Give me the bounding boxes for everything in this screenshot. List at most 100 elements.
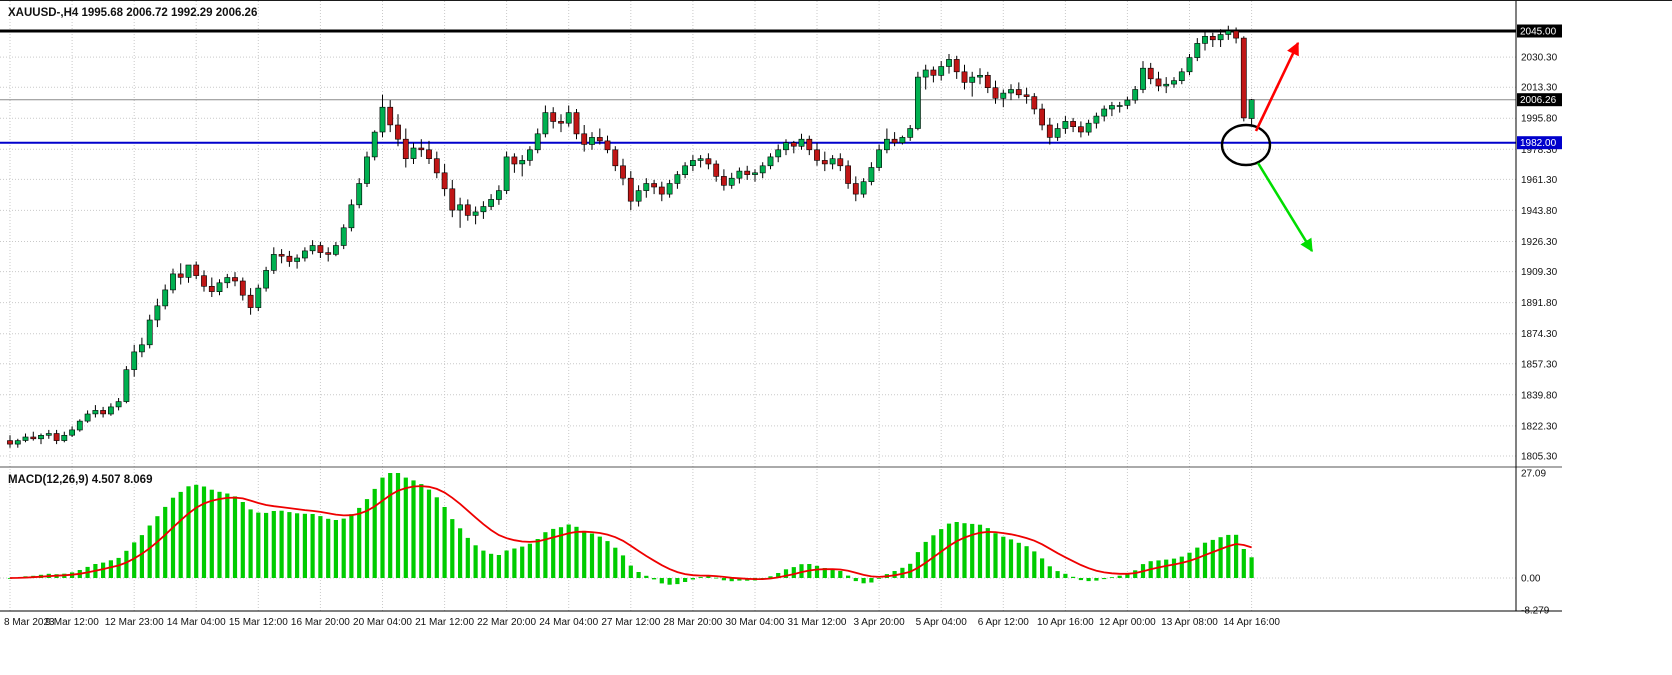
candle-body	[14, 440, 21, 445]
candle-body	[154, 305, 161, 321]
time-axis-label[interactable]: 14 Apr 16:00	[1223, 617, 1280, 628]
time-axis-label[interactable]: 30 Mar 04:00	[726, 617, 785, 628]
candle-body	[969, 76, 976, 83]
time-axis-label[interactable]: 8 Mar 2023	[4, 617, 55, 628]
price-axis-label[interactable]: 1805.30	[1521, 452, 1558, 463]
macd-histogram-bar	[512, 548, 517, 578]
macd-histogram-bar	[830, 568, 835, 578]
bearish-arrow-annotation[interactable]	[1256, 162, 1314, 253]
candle-body	[84, 413, 91, 422]
price-axis-label[interactable]: 1926.30	[1521, 237, 1558, 248]
candle-body	[433, 158, 440, 174]
candle-body	[356, 183, 363, 206]
time-axis-label[interactable]: 22 Mar 20:00	[477, 617, 536, 628]
price-axis-label[interactable]: 1978.30	[1521, 145, 1558, 156]
candle-body	[852, 183, 859, 195]
candle-body	[22, 436, 29, 441]
macd-histogram-bar	[1024, 546, 1029, 578]
symbol-ohlc-readout: XAUUSD-,H4 1995.68 2006.72 1992.29 2006.…	[8, 7, 257, 19]
time-axis-label[interactable]: 16 Mar 20:00	[291, 617, 350, 628]
price-axis-label[interactable]: 2013.30	[1521, 83, 1558, 94]
time-axis-label[interactable]: 27 Mar 12:00	[601, 617, 660, 628]
candle-body	[410, 147, 417, 159]
candle-body	[317, 245, 324, 253]
bullish-arrow-annotation[interactable]	[1254, 41, 1300, 132]
macd-histogram-bar	[333, 520, 338, 578]
price-axis-label[interactable]: 1891.80	[1521, 298, 1558, 309]
time-axis-label[interactable]: 5 Apr 04:00	[916, 617, 968, 628]
time-axis-label[interactable]: 15 Mar 12:00	[229, 617, 288, 628]
time-axis-label[interactable]: 13 Apr 08:00	[1161, 617, 1218, 628]
time-axis-label[interactable]: 3 Apr 20:00	[854, 617, 906, 628]
time-axis-label[interactable]: 9 Mar 12:00	[45, 617, 99, 628]
macd-histogram-bar	[116, 557, 121, 578]
candle-body	[1155, 78, 1162, 87]
candle-body	[806, 138, 813, 151]
time-axis-label[interactable]: 10 Apr 16:00	[1037, 617, 1094, 628]
candle-body	[845, 165, 851, 184]
candle-body	[1062, 121, 1069, 129]
macd-axis-label[interactable]: 27.09	[1521, 469, 1546, 480]
macd-histogram-bar	[605, 541, 610, 578]
macd-histogram-bar	[1040, 558, 1045, 578]
macd-histogram-bar	[799, 564, 804, 578]
candle-body	[139, 344, 145, 353]
price-axis-label[interactable]: 1909.30	[1521, 267, 1558, 278]
time-axis-label[interactable]: 14 Mar 04:00	[167, 617, 226, 628]
highlight-circle-annotation[interactable]	[1220, 123, 1272, 167]
candle-body	[907, 128, 914, 138]
time-axis-label[interactable]: 20 Mar 04:00	[353, 617, 412, 628]
macd-histogram-bar	[1171, 558, 1177, 578]
macd-histogram-bar	[434, 497, 439, 578]
candle-body	[402, 138, 409, 159]
price-axis-label[interactable]: 1874.30	[1521, 329, 1558, 340]
price-axis-label[interactable]: 1995.80	[1521, 114, 1558, 125]
candle-body	[464, 204, 471, 216]
horizontal-lines-layer[interactable]	[0, 29, 1516, 144]
candle-body	[1248, 99, 1255, 119]
price-axis-label[interactable]: 1857.30	[1521, 359, 1558, 370]
candle-body	[216, 282, 223, 292]
price-axis-label[interactable]: 1822.30	[1521, 421, 1558, 432]
candle-body	[38, 434, 44, 440]
macd-histogram-bar	[1195, 547, 1200, 578]
time-axis-label[interactable]: 31 Mar 12:00	[788, 617, 847, 628]
price-axis-label[interactable]: 2030.30	[1521, 53, 1558, 64]
candle-body	[1178, 71, 1185, 82]
macd-histogram-bar	[628, 565, 633, 578]
time-axis-label[interactable]: 6 Apr 12:00	[978, 617, 1030, 628]
macd-histogram-bar	[613, 547, 618, 578]
time-axis-label[interactable]: 28 Mar 20:00	[663, 617, 722, 628]
candle-body	[495, 190, 502, 200]
macd-histogram-bar	[729, 578, 734, 582]
time-axis-label[interactable]: 12 Apr 00:00	[1099, 617, 1156, 628]
macd-histogram-bar	[147, 525, 152, 578]
macd-histogram-bar	[597, 536, 602, 578]
candle-body	[1078, 126, 1084, 133]
macd-histogram-bar	[310, 514, 315, 578]
candle-body	[860, 181, 867, 195]
macd-axis-label[interactable]: 0.00	[1521, 574, 1541, 585]
time-axis-label[interactable]: 21 Mar 12:00	[415, 617, 474, 628]
price-axis-label[interactable]: 1961.30	[1521, 175, 1558, 186]
candle-body	[961, 71, 968, 83]
macd-histogram-bar	[194, 484, 199, 578]
time-axis-label[interactable]: 24 Mar 04:00	[539, 617, 598, 628]
candle-body	[565, 112, 572, 124]
candle-body	[1054, 128, 1061, 138]
candle-body	[364, 156, 370, 184]
annotations-layer[interactable]	[1220, 41, 1314, 253]
candle-body	[829, 158, 836, 165]
price-axis-label[interactable]: 1943.80	[1521, 206, 1558, 217]
macd-panel	[7, 473, 1254, 585]
candle-body	[449, 188, 456, 211]
candle-body	[922, 69, 929, 78]
price-axis-label[interactable]: 1839.80	[1521, 390, 1558, 401]
candle-body	[604, 140, 611, 151]
candle-body	[131, 351, 138, 370]
macd-histogram-bar	[101, 562, 106, 578]
candle-body	[387, 106, 394, 126]
time-axis-label[interactable]: 12 Mar 23:00	[105, 617, 164, 628]
